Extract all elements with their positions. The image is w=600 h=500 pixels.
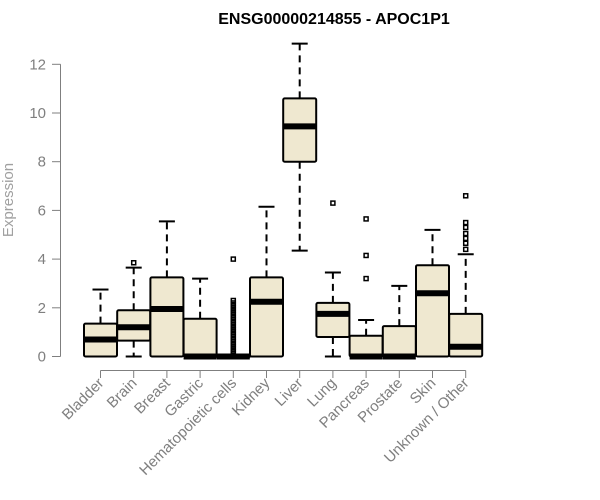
- box-hematopoietic-cells: [215, 256, 251, 360]
- chart-title: ENSG00000214855 - APOC1P1: [218, 11, 450, 28]
- y-tick-label: 12: [29, 56, 46, 73]
- y-axis-title: Expression: [0, 163, 17, 237]
- y-axis: 0 2 4 6 8 10 12: [29, 56, 61, 366]
- box-skin: [415, 228, 450, 358]
- y-tick-label: 0: [38, 349, 46, 366]
- box-pancreas: [348, 216, 384, 360]
- box-lung: [315, 200, 351, 358]
- outlier-point: [462, 230, 469, 237]
- outlier-point: [462, 193, 469, 199]
- x-tick-label: Liver: [272, 375, 307, 410]
- box-unknown-other: [448, 193, 484, 358]
- box-body: [381, 325, 417, 358]
- box-kidney: [249, 205, 284, 358]
- box-body: [448, 312, 484, 358]
- box-breast: [149, 220, 185, 358]
- plot-area: [83, 42, 484, 360]
- x-tick-label: Bladder: [59, 375, 108, 424]
- y-tick-label: 4: [38, 251, 46, 268]
- outlier-point: [462, 246, 469, 253]
- box-bladder: [83, 288, 118, 358]
- box-liver: [282, 42, 318, 252]
- y-tick-label: 8: [38, 154, 46, 171]
- outlier-point: [462, 235, 469, 242]
- box-body: [348, 334, 384, 358]
- box-body: [249, 276, 284, 358]
- outlier-point: [230, 297, 237, 304]
- y-tick-label: 6: [38, 202, 46, 219]
- outlier-point: [330, 200, 336, 206]
- box-gastric: [182, 277, 218, 360]
- outlier-point: [130, 260, 137, 266]
- outlier-point: [462, 224, 469, 231]
- box-body: [182, 317, 218, 358]
- outlier-point: [363, 252, 369, 259]
- box-body: [415, 264, 450, 358]
- outlier-point: [363, 216, 369, 222]
- box-body: [282, 97, 318, 163]
- y-tick-label: 10: [29, 105, 46, 122]
- outlier-point: [462, 219, 469, 226]
- x-tick-label: Kidney: [229, 374, 274, 419]
- outlier-point: [462, 240, 469, 247]
- y-tick-label: 2: [38, 300, 46, 317]
- box-body: [315, 301, 351, 339]
- outlier-point: [230, 256, 237, 262]
- box-body: [149, 276, 185, 358]
- box-prostate: [381, 284, 417, 360]
- outlier-point: [363, 275, 369, 282]
- box-brain: [116, 260, 152, 358]
